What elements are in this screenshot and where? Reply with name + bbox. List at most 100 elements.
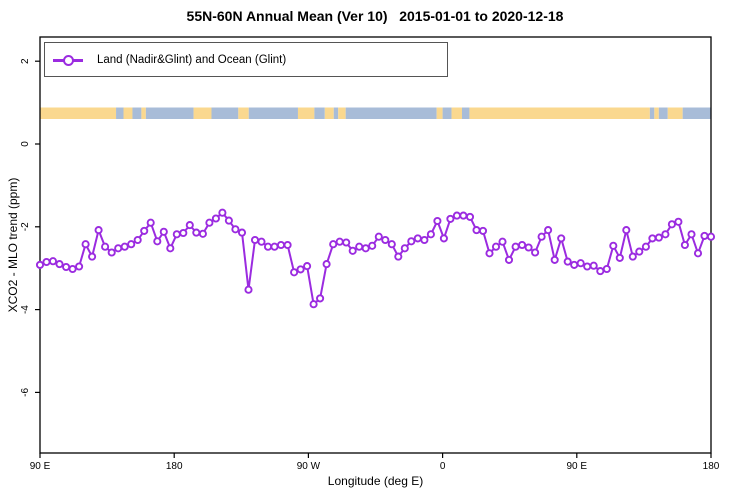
data-point (185, 221, 194, 230)
data-point (654, 233, 663, 242)
map-strip-ocean-segment (116, 107, 124, 119)
data-point (407, 237, 416, 246)
map-strip-ocean-segment (145, 107, 194, 119)
map-strip-ocean-segment (333, 107, 339, 119)
data-point (42, 257, 51, 267)
data-point (537, 232, 546, 241)
data-point (140, 226, 149, 235)
data-point (622, 226, 631, 235)
data-point (387, 240, 396, 249)
data-point (452, 211, 461, 220)
data-point (635, 247, 644, 256)
x-axis-label: Longitude (deg E) (327, 474, 424, 488)
data-point (316, 294, 325, 303)
data-point (296, 265, 305, 274)
data-point (342, 238, 351, 247)
data-point (322, 260, 331, 269)
data-point (276, 240, 286, 250)
data-point (114, 244, 123, 253)
data-point (680, 240, 689, 250)
y-tick-label: 0 (20, 141, 31, 147)
map-strip-land-segment (667, 107, 683, 119)
data-point (583, 262, 592, 271)
y-tick-label: -2 (20, 222, 31, 231)
data-point (283, 240, 292, 250)
data-point (107, 248, 116, 257)
data-point (257, 237, 266, 246)
data-point (570, 260, 579, 269)
data-point (48, 257, 58, 266)
data-point (231, 225, 240, 234)
data-point (172, 230, 181, 239)
data-point (700, 231, 709, 240)
x-tick-label: 90 E (567, 461, 588, 472)
data-point (498, 237, 507, 246)
data-point (368, 241, 377, 250)
x-tick-label: 180 (703, 461, 720, 472)
series-line (39, 211, 712, 306)
map-strip-ocean-segment (314, 107, 325, 119)
data-point (133, 235, 142, 245)
y-tick-label: -4 (20, 305, 31, 314)
map-strip-land-segment (40, 107, 117, 119)
data-point (628, 252, 637, 261)
map-strip-land-segment (436, 107, 443, 119)
plot-border (39, 36, 712, 454)
data-point (661, 230, 670, 239)
data-point (667, 220, 676, 229)
map-strip-land-segment (338, 107, 346, 119)
data-point (250, 235, 260, 245)
data-point (563, 257, 572, 266)
data-point (433, 216, 442, 226)
x-tick-label: 90 E (30, 461, 51, 472)
data-point (94, 226, 103, 235)
data-point (491, 242, 501, 251)
y-tick-label: 2 (20, 58, 31, 64)
map-strip-land-segment (469, 107, 650, 119)
map-strip-ocean-segment (461, 107, 470, 119)
data-point (205, 218, 214, 227)
map-strip-land-segment (297, 107, 315, 119)
data-point (81, 240, 90, 249)
map-strip-land-segment (654, 107, 659, 119)
data-point (88, 252, 97, 261)
x-tick-label: 0 (440, 461, 446, 472)
data-point (602, 264, 611, 274)
data-point (159, 227, 168, 236)
data-point (531, 248, 540, 257)
series-marker-icon (63, 54, 74, 66)
data-point (674, 217, 683, 226)
data-point (439, 234, 448, 243)
data-point (596, 267, 605, 276)
legend-series-glyph (53, 54, 83, 66)
y-axis-label: XCO2 - MLO trend (ppm) (6, 177, 20, 313)
data-point (478, 226, 488, 235)
data-point (62, 262, 71, 272)
data-point (550, 255, 559, 264)
data-point (75, 262, 84, 271)
data-point (146, 218, 155, 227)
map-strip-ocean-segment (682, 107, 711, 119)
map-strip-ocean-segment (658, 107, 668, 119)
data-point (361, 244, 370, 253)
data-point (485, 249, 494, 258)
data-point (381, 235, 390, 245)
data-point (648, 234, 657, 243)
map-strip-ocean-segment (345, 107, 437, 119)
map-strip-land-segment (193, 107, 212, 119)
data-point (224, 216, 233, 225)
data-point (472, 226, 481, 235)
map-strip-land-segment (123, 107, 133, 119)
map-strip-ocean-segment (248, 107, 298, 119)
data-point (446, 214, 455, 223)
data-point (290, 268, 299, 277)
y-tick-label: -6 (20, 388, 31, 397)
data-point (120, 242, 129, 251)
data-point (400, 244, 409, 253)
data-point (192, 228, 201, 237)
x-tick-label: 180 (166, 461, 183, 472)
data-point (198, 229, 207, 238)
data-point (35, 260, 45, 269)
chart-title: 55N-60N Annual Mean (Ver 10) 2015-01-01 … (186, 8, 564, 24)
data-point (426, 230, 435, 239)
